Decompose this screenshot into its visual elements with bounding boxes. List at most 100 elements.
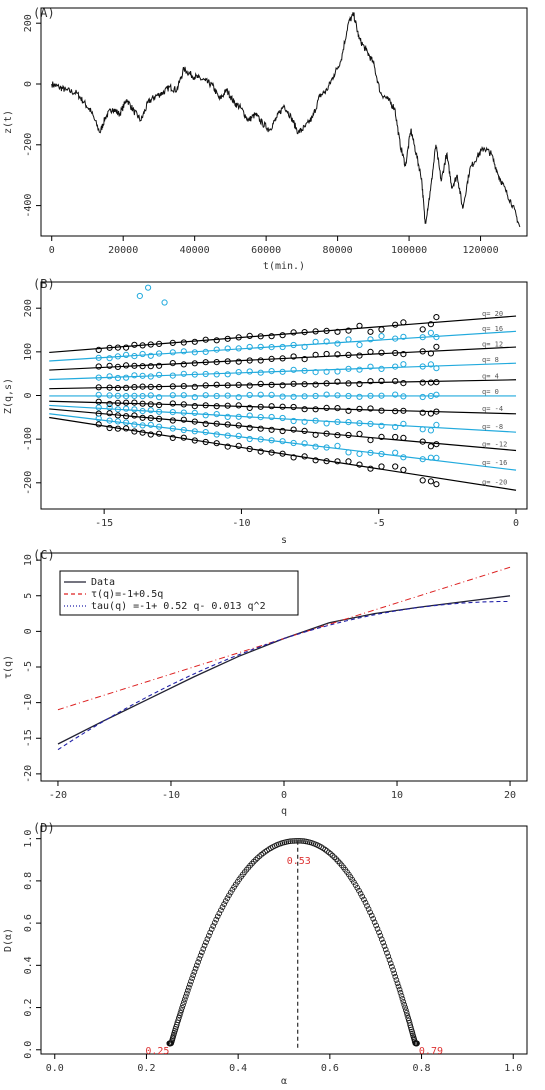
panel-a-series-line: [51, 12, 521, 228]
data-point: [235, 345, 242, 352]
data-point: [367, 449, 374, 456]
data-point: [123, 413, 130, 420]
spectrum-point: [373, 922, 379, 929]
data-point: [180, 401, 187, 408]
data-point: [246, 332, 253, 339]
data-point: [433, 314, 440, 321]
spectrum-point: [289, 838, 296, 844]
spectrum-point: [382, 946, 389, 953]
y-tick-label: -5: [23, 661, 34, 673]
spectrum-point: [393, 977, 400, 983]
data-point: [139, 363, 146, 370]
data-point: [114, 392, 122, 399]
data-point: [213, 371, 220, 378]
data-point: [139, 408, 146, 415]
data-point: [257, 403, 264, 410]
data-point: [290, 439, 297, 447]
spectrum-point: [371, 919, 378, 925]
data-point: [323, 327, 330, 334]
panel-b-y-label: Z(q,s): [3, 378, 14, 414]
data-point: [356, 430, 363, 437]
spectrum-point: [221, 901, 227, 907]
data-point: [147, 431, 154, 438]
data-point: [279, 393, 286, 400]
data-point: [156, 384, 163, 391]
spectrum-point: [293, 837, 299, 844]
spectrum-point: [395, 983, 402, 990]
x-tick-label: 0: [513, 518, 519, 529]
data-point: [114, 344, 122, 351]
data-point: [367, 420, 374, 427]
data-point: [427, 427, 434, 434]
spectrum-point: [190, 972, 197, 978]
data-point: [123, 362, 130, 369]
spectrum-point: [331, 854, 338, 861]
spectrum-point: [401, 1001, 408, 1008]
data-point: [392, 391, 399, 398]
data-point: [279, 343, 286, 351]
data-point: [123, 399, 130, 406]
fit-line-q-16: [49, 413, 517, 471]
data-point: [334, 418, 341, 425]
data-point: [312, 417, 319, 424]
data-point: [213, 411, 220, 418]
data-point: [202, 382, 209, 389]
data-point: [334, 432, 341, 439]
data-point: [95, 374, 102, 381]
data-point: [312, 443, 319, 450]
series-label-q20: q= 20: [482, 310, 503, 318]
data-point: [268, 449, 275, 456]
data-point: [224, 358, 231, 365]
data-point: [392, 449, 399, 456]
spectrum-point: [178, 1007, 185, 1014]
data-point: [356, 366, 363, 373]
data-point: [191, 338, 198, 345]
data-point: [427, 361, 434, 368]
data-point: [290, 426, 297, 433]
data-point: [268, 368, 275, 375]
data-point: [106, 410, 113, 417]
series-label-q0: q= 0: [482, 388, 499, 396]
data-point: [191, 418, 198, 425]
data-point: [95, 398, 102, 405]
data-point: [356, 405, 363, 412]
spectrum-point: [254, 855, 261, 861]
spectrum-point: [391, 970, 398, 977]
data-point: [156, 340, 163, 347]
spectrum-point: [377, 932, 384, 939]
data-point: [95, 415, 102, 422]
data-point: [213, 431, 220, 438]
data-point: [139, 393, 146, 400]
data-point: [131, 406, 138, 413]
series-label-q-16: q= -16: [482, 459, 507, 467]
data-point: [419, 438, 426, 445]
panel-c: (C) -20 -10 0 10 20 -20 -15 -10 -5 0 5 10 Data τ(q…: [3, 548, 528, 817]
y-tick-label: -15: [23, 729, 34, 747]
data-point: [279, 414, 286, 422]
spectrum-point: [187, 981, 193, 988]
spectrum-point: [199, 949, 205, 956]
data-point: [301, 440, 308, 447]
data-point: [169, 372, 176, 379]
data-point: [419, 409, 426, 416]
data-point: [367, 348, 374, 355]
data-point: [378, 333, 385, 340]
data-point: [433, 481, 440, 488]
data-point: [169, 339, 176, 346]
data-point: [400, 393, 407, 400]
series-label-q12: q= 12: [482, 340, 503, 348]
data-point: [356, 380, 363, 388]
data-point: [106, 384, 113, 391]
data-point: [345, 336, 352, 343]
data-point: [312, 369, 319, 376]
data-point: [202, 420, 209, 427]
data-point: [147, 421, 154, 428]
data-point: [301, 427, 308, 434]
spectrum-point: [399, 995, 406, 1002]
data-point: [392, 349, 399, 357]
data-point: [191, 371, 198, 378]
data-point: [427, 321, 434, 328]
spectrum-point: [295, 837, 301, 844]
data-point: [224, 345, 231, 352]
x-tick-label: 60000: [251, 245, 281, 256]
